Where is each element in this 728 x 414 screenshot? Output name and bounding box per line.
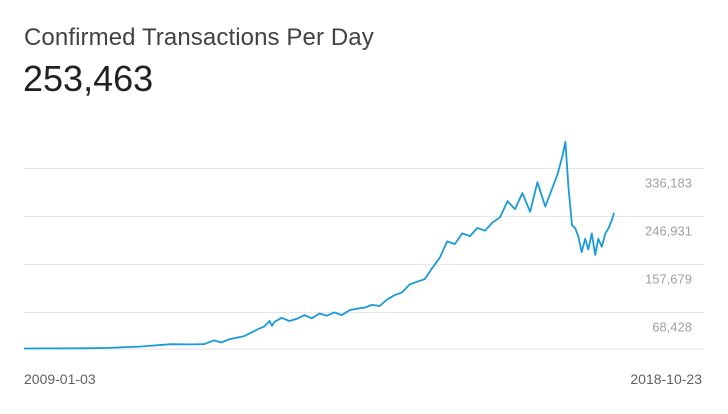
x-tick-label-start: 2009-01-03 <box>24 371 96 387</box>
y-tick-label: 157,679 <box>645 272 692 287</box>
x-tick-label-end: 2018-10-23 <box>630 371 702 387</box>
chart-title: Confirmed Transactions Per Day <box>24 24 374 51</box>
headline-value: 253,463 <box>23 58 154 99</box>
y-tick-label: 68,428 <box>652 320 692 335</box>
y-tick-label: 246,931 <box>645 224 692 239</box>
series-line <box>23 140 615 350</box>
y-tick-label: 336,183 <box>645 176 692 191</box>
